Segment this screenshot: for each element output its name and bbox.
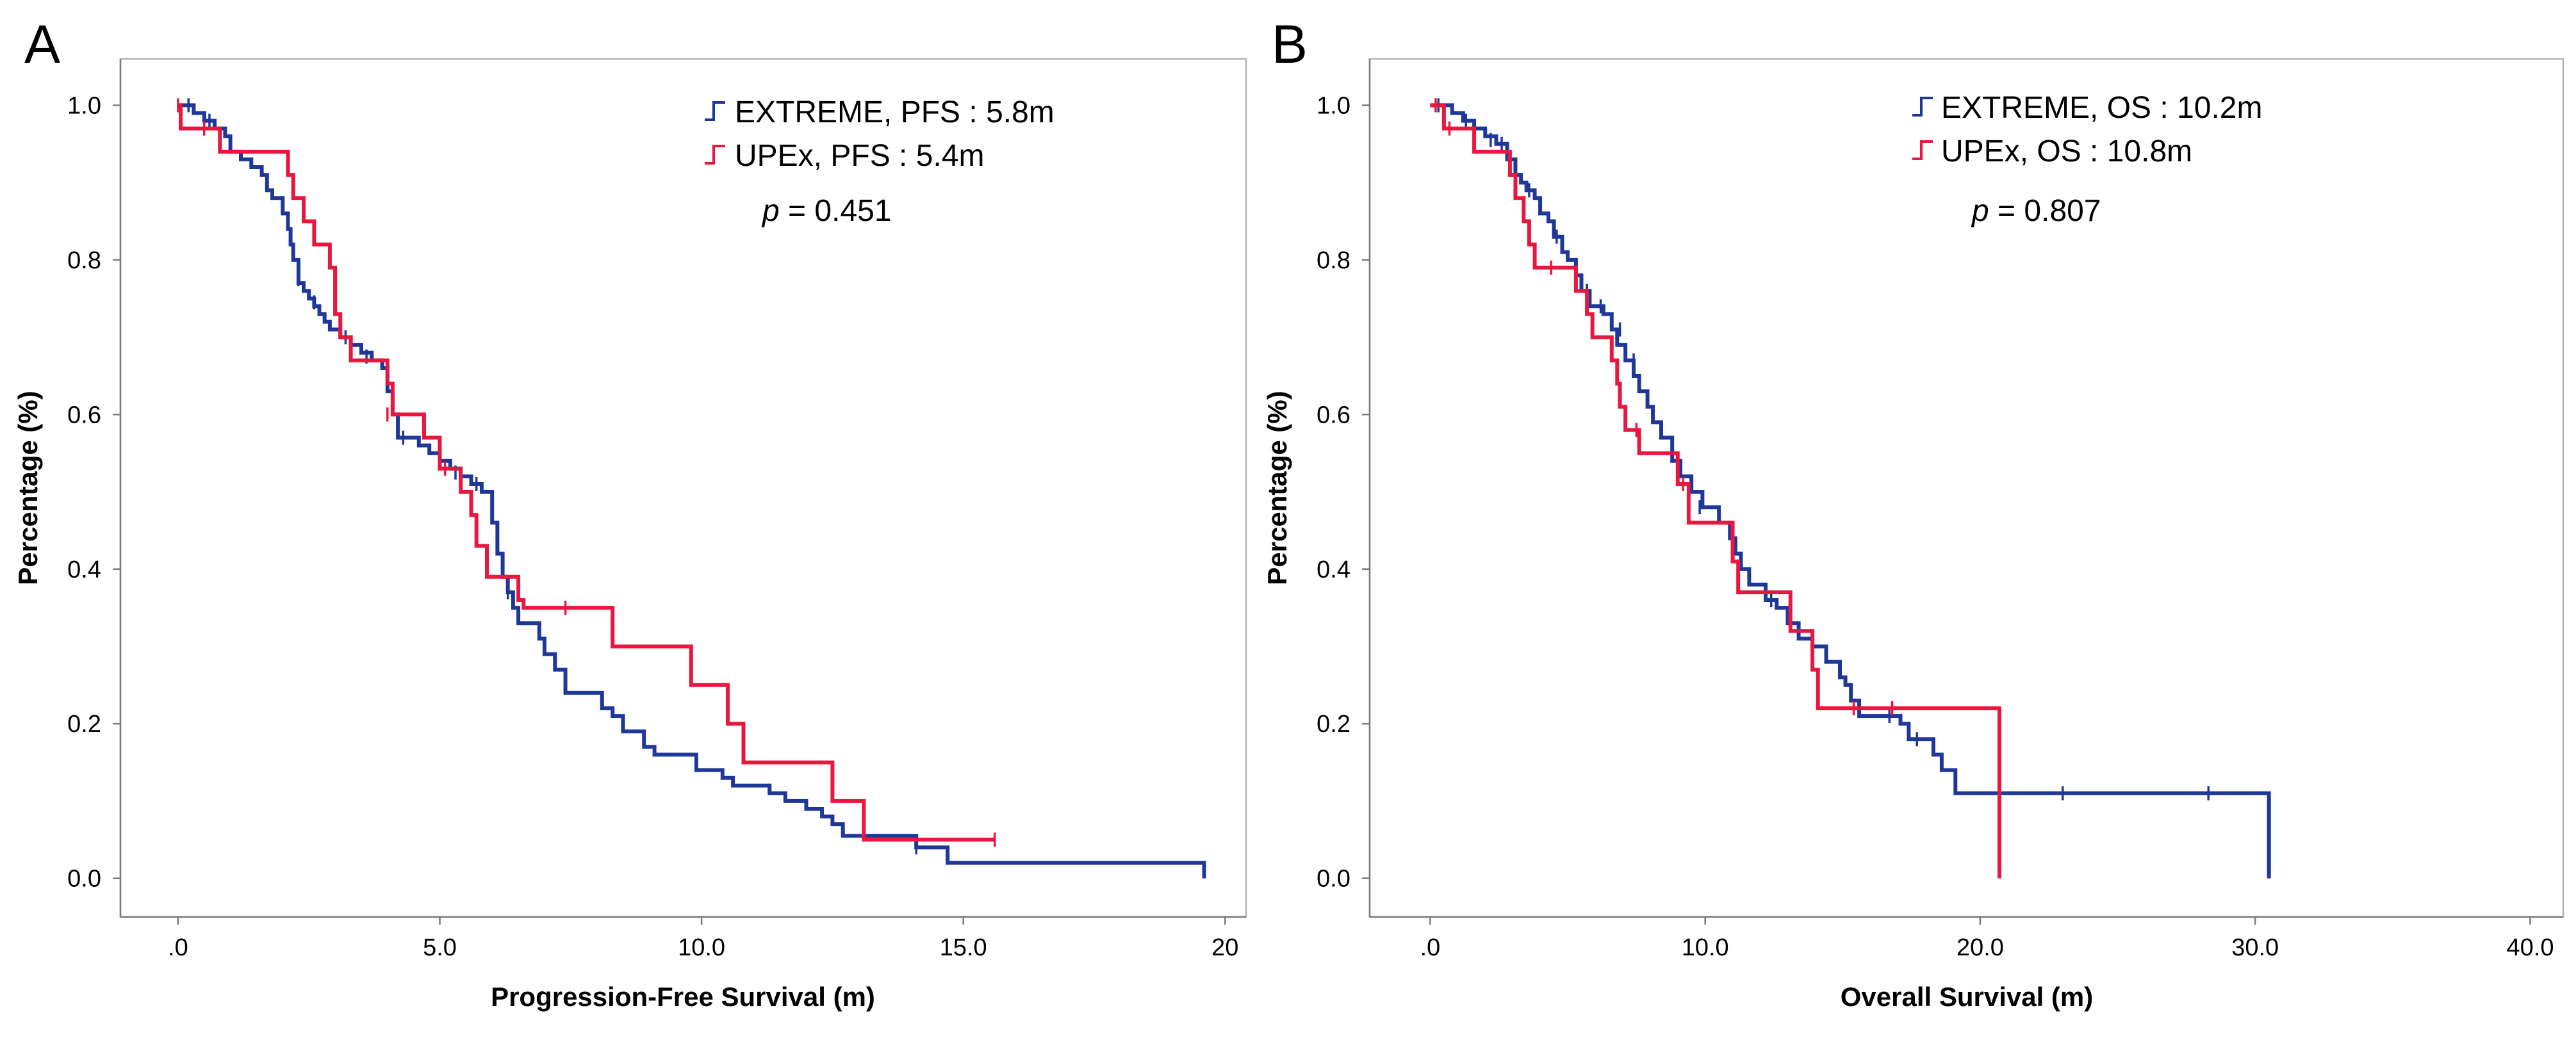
panel-b-x-tick-label: 10.0	[1682, 934, 1729, 961]
panel-b-y-tick-label: 0.0	[1317, 866, 1350, 893]
panel-a-legend-extreme-icon	[705, 101, 725, 121]
panel-b-p-number: = 0.807	[1989, 194, 2101, 228]
panel-a-pfs-chart: A 0.0 0.2 0.4 0.6 0.8 1.0 .0 5.0 10.0 15.0 20 Pro…	[13, 14, 1247, 1012]
panel-a-legend-upex-icon	[705, 145, 725, 165]
panel-b-y-ticks: 0.0 0.2 0.4 0.6 0.8 1.0	[1317, 92, 1370, 893]
panel-a-legend-upex: UPEx, PFS : 5.4m	[735, 139, 984, 173]
panel-a-extreme-curve	[177, 103, 1206, 879]
panel-a-label: A	[24, 14, 60, 74]
panel-a-p-symbol: p	[761, 194, 780, 228]
panel-b-y-tick-label: 0.4	[1317, 556, 1350, 583]
panel-b-x-tick-label: 30.0	[2231, 934, 2279, 961]
panel-b-legend-upex-icon	[1912, 140, 1933, 160]
panel-a-x-tick-label: .0	[168, 934, 188, 961]
panel-b-y-tick-label: 0.8	[1317, 247, 1350, 274]
panel-a-plot-frame	[119, 58, 1247, 918]
panel-b-curves	[1430, 98, 2271, 879]
panel-b-legend-extreme-icon	[1912, 97, 1933, 117]
panel-a-y-tick-label: 0.4	[67, 556, 101, 583]
panel-b-label: B	[1272, 14, 1308, 74]
panel-b-x-ticks: .0 10.0 20.0 30.0 40.0	[1420, 917, 2554, 961]
panel-a-y-tick-label: 1.0	[67, 92, 101, 119]
panel-a-y-axis-title: Percentage (%)	[13, 391, 43, 585]
panel-a-x-tick-label: 15.0	[940, 934, 987, 961]
panel-a-y-tick-label: 0.6	[67, 401, 101, 428]
panel-b-y-axis-title: Percentage (%)	[1262, 391, 1292, 585]
panel-b-legend: EXTREME, OS : 10.2m UPEx, OS : 10.8m	[1912, 91, 2262, 168]
panel-a-y-ticks: 0.0 0.2 0.4 0.6 0.8 1.0	[67, 92, 120, 893]
panel-a-y-tick-label: 0.0	[67, 866, 101, 893]
panel-a-y-tick-label: 0.8	[67, 247, 101, 274]
panel-b-p-value: p = 0.807	[1971, 194, 2101, 228]
panel-b-os-chart: B 0.00.20.40.60.81.0 .0 10.0 20.0 30.0 40.0 …	[1262, 14, 2564, 1012]
panel-b-legend-extreme: EXTREME, OS : 10.2m	[1941, 91, 2262, 125]
panel-b-y-tick-label: 1.0	[1317, 92, 1350, 119]
panel-a-y-tick-label: 0.2	[67, 711, 101, 738]
panel-a-legend-extreme: EXTREME, PFS : 5.8m	[735, 95, 1054, 129]
panel-b-y-tick-label: 0.6	[1317, 401, 1350, 428]
panel-b-plot-frame	[1368, 58, 2564, 918]
panel-a-p-value: p = 0.451	[761, 194, 892, 228]
panel-b-x-tick-label: 20.0	[1957, 934, 2004, 961]
panel-a-legend: EXTREME, PFS : 5.8m UPEx, PFS : 5.4m	[705, 95, 1054, 173]
panel-b-x-axis-title: Overall Survival (m)	[1841, 982, 2094, 1012]
panel-a-x-axis-title: Progression-Free Survival (m)	[491, 982, 875, 1012]
panel-b-upex-curve	[1430, 103, 2001, 879]
panel-b-extreme-curve	[1430, 103, 2271, 879]
panel-b-p-symbol: p	[1971, 194, 1989, 228]
panel-b-legend-upex: UPEx, OS : 10.8m	[1941, 134, 2192, 168]
panel-b-x-tick-label: .0	[1420, 934, 1441, 961]
panel-b-y-tick-label: 0.2	[1317, 711, 1350, 738]
panel-a-x-tick-label: 5.0	[423, 934, 457, 961]
panel-b-x-tick-label: 40.0	[2507, 934, 2554, 961]
panel-a-upex-curve	[177, 103, 995, 842]
panel-a-x-ticks: .0 5.0 10.0 15.0 20	[168, 917, 1238, 961]
panel-a-x-tick-label: 20	[1211, 934, 1238, 961]
panel-a-curves	[177, 98, 1206, 879]
panel-a-p-number: = 0.451	[780, 194, 892, 228]
panel-a-x-tick-label: 10.0	[678, 934, 725, 961]
